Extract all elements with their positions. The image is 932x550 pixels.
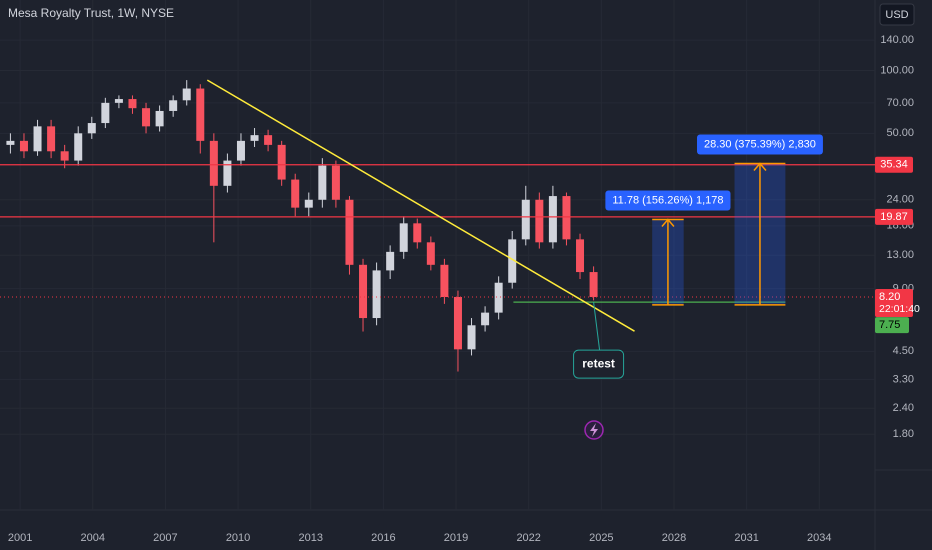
price-label: 7.75 <box>879 319 900 331</box>
measure-label: 11.78 (156.26%) 1,178 <box>612 194 723 206</box>
candle-body <box>467 325 476 350</box>
candle-body <box>548 196 557 243</box>
candle-body <box>481 312 490 326</box>
candle-body <box>372 270 381 319</box>
candle-body <box>576 239 585 273</box>
y-tick-label: 100.00 <box>880 64 914 76</box>
chart-title: Mesa Royalty Trust, 1W, NYSE <box>8 6 174 20</box>
x-tick-label: 2013 <box>298 532 322 544</box>
measure-arrowhead <box>661 218 675 227</box>
candle-body <box>264 135 273 145</box>
measure-label-box <box>605 190 731 211</box>
candle-body <box>359 264 368 319</box>
candle-body <box>386 251 395 271</box>
y-tick-label: 50.00 <box>886 127 914 139</box>
candle-body <box>19 140 28 152</box>
candle-body <box>318 165 327 200</box>
candle-body <box>74 133 83 161</box>
callout-text: retest <box>582 356 615 370</box>
candle-body <box>87 123 96 134</box>
candle-body <box>209 140 218 186</box>
candle-body <box>345 199 354 265</box>
y-tick-label: 1.80 <box>893 428 914 440</box>
y-tick-label: 70.00 <box>886 97 914 109</box>
candle-body <box>128 99 137 109</box>
candle-body <box>250 135 259 141</box>
x-tick-label: 2010 <box>226 532 250 544</box>
callout-pointer <box>593 302 601 351</box>
candle-body <box>304 199 313 208</box>
candle-body <box>114 99 123 103</box>
candle-body <box>399 223 408 252</box>
x-tick-label: 2025 <box>589 532 613 544</box>
candle-body <box>33 126 42 152</box>
candle-body <box>277 144 286 180</box>
plot <box>0 79 875 372</box>
candle-body <box>291 179 300 208</box>
price-label: 35.34 <box>880 159 908 171</box>
price-label-box <box>875 156 913 173</box>
candle-body <box>236 140 245 161</box>
candle-body <box>494 282 503 313</box>
candle-body <box>6 140 15 145</box>
candle-body <box>142 108 151 127</box>
x-tick-label: 2001 <box>8 532 32 544</box>
price-label: 8.20 <box>879 291 900 303</box>
y-tick-label: 13.00 <box>886 249 914 261</box>
currency-button[interactable] <box>879 3 915 26</box>
x-tick-label: 2028 <box>662 532 686 544</box>
x-tick-label: 2004 <box>81 532 105 544</box>
x-tick-label: 2034 <box>807 532 831 544</box>
x-tick-label: 2019 <box>444 532 468 544</box>
x-tick-label: 2007 <box>153 532 177 544</box>
candle-body <box>182 88 191 101</box>
candle-body <box>453 296 462 350</box>
y-tick-label: 2.40 <box>893 402 914 414</box>
price-label: 19.87 <box>880 211 908 223</box>
y-tick-label: 4.50 <box>893 345 914 357</box>
y-tick-label: 3.30 <box>893 373 914 385</box>
candle-body <box>440 264 449 297</box>
price-label-box <box>875 208 913 225</box>
x-tick-label: 2022 <box>516 532 540 544</box>
candle-body <box>60 151 69 161</box>
candle-body <box>47 126 56 152</box>
measure-label-box <box>697 134 823 155</box>
x-tick-label: 2016 <box>371 532 395 544</box>
y-tick-label: 140.00 <box>880 34 914 46</box>
x-tick-label: 2031 <box>734 532 758 544</box>
candle-body <box>196 88 205 141</box>
trendline <box>206 79 635 332</box>
price-label-box <box>875 288 913 317</box>
candle-body <box>155 110 164 127</box>
candle-body <box>331 165 340 200</box>
candle-body <box>535 199 544 243</box>
candle-body <box>169 100 178 111</box>
candle-body <box>562 196 571 240</box>
callout-box <box>573 349 625 379</box>
countdown-label: 22:01:40 <box>879 303 920 315</box>
candle-body <box>589 272 598 297</box>
candle-body <box>223 160 232 186</box>
measure-arrowhead <box>753 162 767 172</box>
candle-body <box>413 223 422 243</box>
price-label-box <box>875 317 909 334</box>
y-tick-label: 24.00 <box>886 194 914 206</box>
candle-body <box>521 199 530 240</box>
candle-body <box>426 242 435 265</box>
currency-label[interactable]: USD <box>885 9 908 21</box>
lightning-glyph <box>590 423 598 437</box>
candle-body <box>101 102 110 124</box>
measure-label: 28.30 (375.39%) 2,830 <box>704 138 816 150</box>
candle-body <box>508 239 517 283</box>
